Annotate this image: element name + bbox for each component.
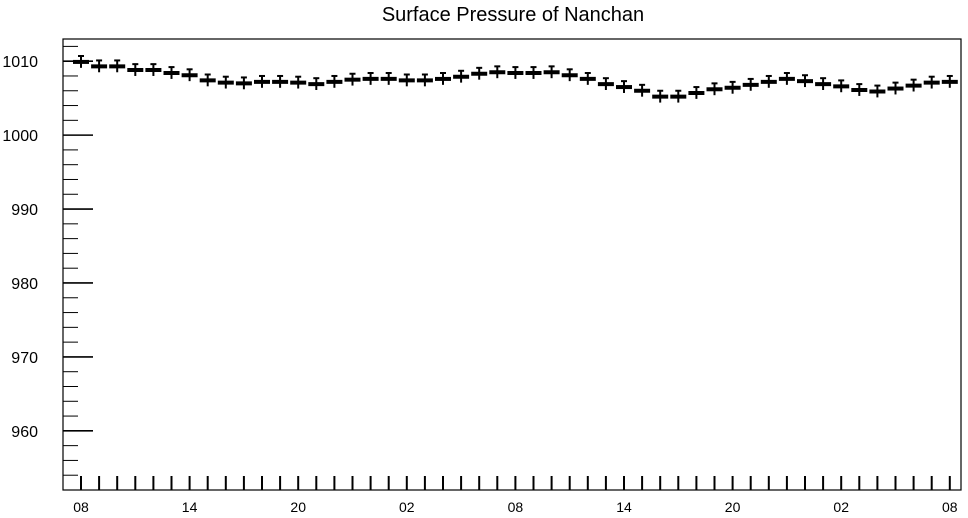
data-point (308, 77, 325, 91)
data-point (652, 89, 669, 103)
data-point (362, 72, 379, 85)
y-tick-label: 990 (11, 202, 38, 219)
data-point (489, 65, 506, 79)
data-point (543, 65, 560, 79)
x-tick-label: 08 (73, 499, 89, 515)
data-point (706, 82, 723, 96)
data-point (833, 79, 850, 93)
x-tick-label: 08 (942, 499, 958, 515)
data-point (254, 74, 270, 88)
data-point (797, 74, 813, 88)
data-point (127, 63, 144, 76)
data-point (398, 73, 415, 87)
data-point (597, 77, 614, 91)
y-tick-label: 1000 (2, 128, 38, 145)
data-point (869, 84, 886, 98)
data-point (742, 77, 759, 91)
data-point (941, 74, 958, 88)
data-point (235, 76, 252, 90)
x-tick-label: 20 (725, 499, 741, 515)
x-tick-label: 14 (182, 499, 198, 515)
x-tick-label: 02 (833, 499, 849, 515)
y-tick-label: 970 (11, 350, 38, 367)
data-point (163, 66, 180, 79)
data-point (344, 72, 361, 86)
plot-frame (62, 38, 962, 491)
x-tick-label: 08 (508, 499, 524, 515)
data-point (290, 75, 307, 89)
data-point (435, 72, 451, 85)
data-point (579, 72, 596, 85)
data-point (815, 77, 832, 91)
x-tick-label: 14 (616, 499, 632, 515)
data-point (272, 74, 289, 88)
y-tick-label: 980 (11, 276, 38, 293)
data-point (326, 74, 343, 88)
data-point (688, 86, 705, 99)
data-point (145, 63, 162, 76)
data-point (109, 59, 126, 73)
data-point (380, 72, 397, 85)
y-tick-label: 1010 (2, 54, 38, 71)
data-point (851, 83, 868, 96)
data-point (416, 73, 433, 87)
chart-title: Surface Pressure of Nanchan (381, 4, 645, 26)
data-point (760, 74, 777, 88)
data-point (670, 89, 687, 103)
data-point (724, 80, 741, 94)
y-tick-label: 960 (11, 424, 38, 441)
data-point (199, 73, 216, 87)
data-point (181, 68, 198, 82)
data-point (634, 83, 651, 97)
data-point (525, 66, 542, 79)
data-point (91, 59, 108, 73)
data-point (217, 75, 234, 89)
data-point (73, 55, 89, 68)
data-point (923, 75, 940, 89)
data-point (905, 78, 922, 92)
data-point (471, 66, 488, 80)
data-point (616, 80, 632, 93)
x-tick-label: 02 (399, 499, 415, 515)
data-point (561, 68, 578, 82)
data-point (887, 81, 904, 95)
x-tick-label: 20 (290, 499, 306, 515)
data-point (453, 69, 470, 83)
data-point (507, 66, 524, 79)
data-point (778, 72, 795, 85)
